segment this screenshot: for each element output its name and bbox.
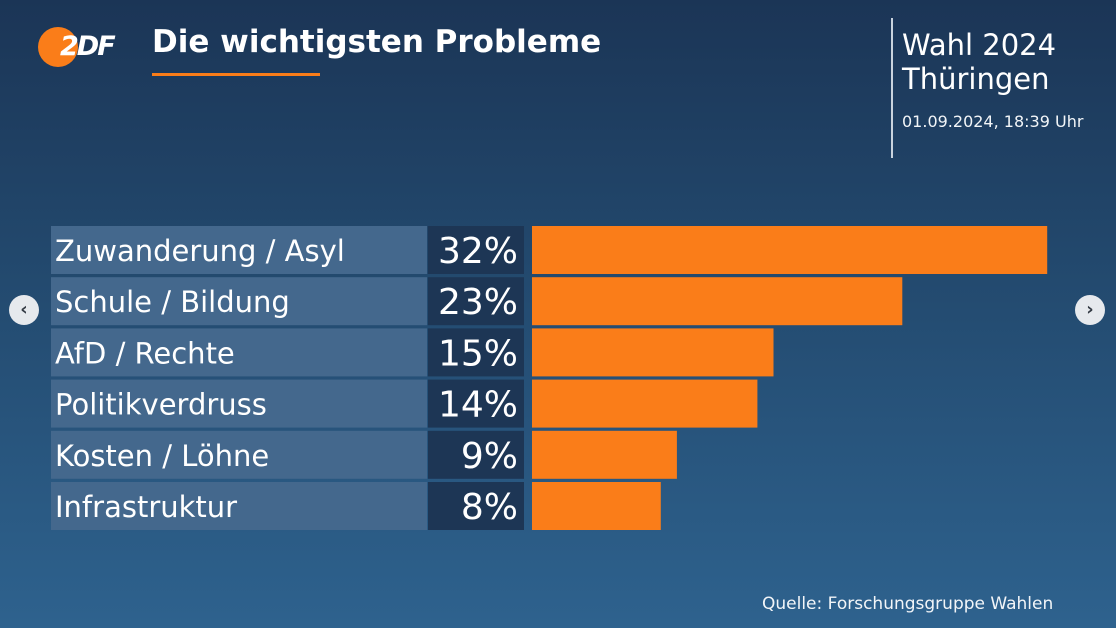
- election-title: Wahl 2024 Thüringen: [902, 28, 1056, 96]
- bar: [532, 226, 1048, 274]
- bar: [532, 328, 774, 377]
- zdf-logo-text: 2DF: [60, 31, 116, 62]
- bar: [532, 430, 677, 479]
- category-label: Infrastruktur: [55, 490, 237, 524]
- value-label: 8%: [461, 487, 518, 528]
- source-note: Quelle: Forschungsgruppe Wahlen: [762, 594, 1054, 614]
- category-label: AfD / Rechte: [55, 336, 235, 370]
- zdf-logo-circle: [38, 27, 78, 67]
- bar: [532, 482, 661, 530]
- zdf-logo: 2DF: [38, 27, 116, 71]
- title-underline: [152, 73, 320, 76]
- category-label-bg: [51, 430, 427, 479]
- election-timestamp: 01.09.2024, 18:39 Uhr: [902, 112, 1084, 131]
- header-divider: [891, 18, 893, 158]
- value-label: 23%: [438, 282, 518, 323]
- value-label: 32%: [438, 231, 518, 272]
- value-label-bg: [428, 277, 524, 326]
- value-label: 14%: [438, 385, 518, 426]
- value-label-bg: [428, 328, 524, 377]
- election-state: Thüringen: [902, 62, 1050, 96]
- category-label-bg: [51, 379, 427, 428]
- next-slide-button[interactable]: ›: [1075, 295, 1105, 325]
- bar: [532, 277, 903, 326]
- bar: [532, 379, 758, 428]
- category-label-bg: [51, 328, 427, 377]
- value-label: 9%: [461, 436, 518, 477]
- page-title: Die wichtigsten Probleme: [152, 24, 602, 60]
- category-label: Kosten / Löhne: [55, 439, 269, 473]
- category-label: Zuwanderung / Asyl: [55, 234, 345, 268]
- category-label-bg: [51, 482, 427, 530]
- category-label-bg: [51, 226, 427, 274]
- chevron-right-icon: ›: [1086, 299, 1094, 320]
- value-label-bg: [428, 430, 524, 479]
- category-label: Politikverdruss: [55, 388, 267, 422]
- value-label-bg: [428, 379, 524, 428]
- category-label: Schule / Bildung: [55, 285, 290, 319]
- election-name: Wahl 2024: [902, 28, 1057, 62]
- chevron-left-icon: ‹: [20, 299, 28, 320]
- value-label-bg: [428, 482, 524, 530]
- value-label: 15%: [438, 333, 518, 374]
- category-label-bg: [51, 277, 427, 326]
- value-label-bg: [428, 226, 524, 274]
- previous-slide-button[interactable]: ‹: [9, 295, 39, 325]
